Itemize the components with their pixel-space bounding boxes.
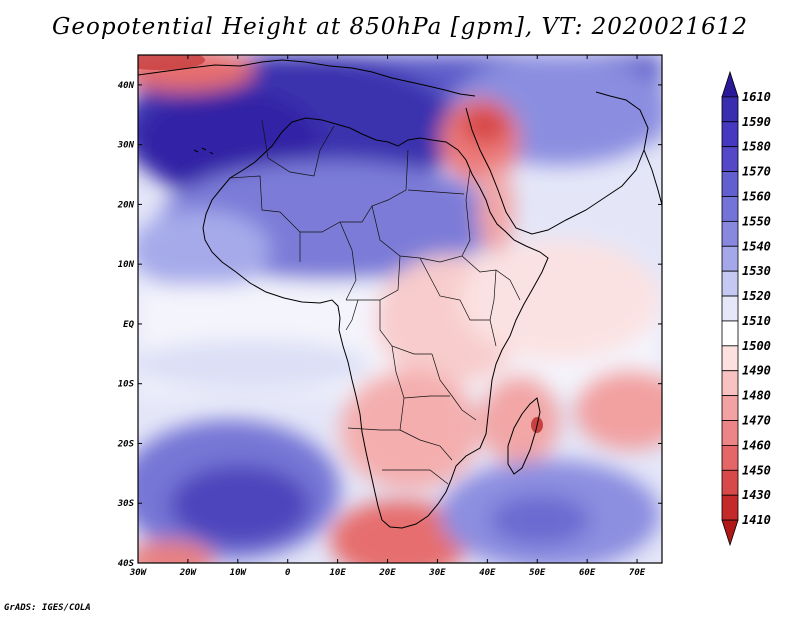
colorbar-label: 1590	[742, 115, 771, 129]
lat-tick-label: 10S	[118, 380, 135, 390]
colorbar-swatch	[721, 370, 739, 397]
lat-tick-label: 10N	[118, 260, 135, 270]
colorbar-label: 1500	[742, 339, 771, 353]
colorbar-swatch	[721, 494, 739, 521]
frame	[137, 54, 663, 564]
lon-tick-label: 60E	[579, 568, 596, 578]
lat-tick-label: 30N	[117, 141, 135, 151]
colorbar-label: 1540	[742, 239, 771, 253]
colorbar-swatch	[721, 270, 739, 297]
lat-tick-label: 20N	[117, 200, 135, 210]
coastlines	[138, 59, 662, 529]
colorbar-label: 1570	[742, 165, 771, 179]
lon-tick-label: 10E	[329, 568, 346, 578]
colorbar-label: 1450	[742, 463, 771, 477]
colorbar-swatch-bottom	[721, 519, 739, 547]
colorbar-swatch	[721, 345, 739, 372]
madagascar-coastline	[507, 397, 541, 475]
africa-coastline	[202, 117, 549, 529]
colorbar-label: 1470	[742, 414, 771, 428]
colorbar-swatch	[721, 220, 739, 247]
colorbar-label: 1560	[742, 189, 771, 203]
canary-islands	[193, 147, 214, 155]
colorbar-swatch	[721, 171, 739, 197]
colorbar-swatch	[721, 121, 739, 148]
colorbar-label: 1610	[742, 90, 771, 104]
lat-tick-label: 40N	[118, 81, 135, 91]
colorbar-label: 1460	[742, 438, 771, 452]
lat-tick-label: EQ	[123, 320, 134, 330]
lat-tick-label: 30S	[117, 499, 135, 509]
europe-coastline	[138, 59, 476, 97]
colorbar: 1610 1590 1580 1570 1560 1550 1540 1530 1520 1510…	[721, 70, 771, 547]
colorbar-label: 1580	[742, 140, 771, 154]
lon-tick-label: 30W	[129, 568, 148, 578]
colorbar-label: 1480	[742, 389, 771, 403]
longitude-axis: 30W 20W 10W 0 10E 20E 30E 40E 50E 60E 70E	[129, 55, 646, 578]
height-field	[138, 55, 662, 563]
colorbar-label: 1520	[742, 289, 771, 303]
colorbar-swatch	[721, 196, 739, 222]
colorbar-label: 1430	[742, 488, 771, 502]
colorbar-label: 1490	[742, 364, 771, 378]
colorbar-swatch	[721, 469, 739, 496]
lon-tick-label: 30E	[428, 568, 446, 578]
map-title: Geopotential Height at 850hPa [gpm], VT:…	[52, 14, 748, 40]
arabia-coastline	[465, 91, 649, 235]
lon-tick-label: 20W	[179, 568, 198, 578]
colorbar-swatch	[721, 395, 739, 421]
colorbar-swatch	[721, 320, 739, 347]
lat-tick-label: 40S	[118, 559, 135, 569]
colorbar-swatch	[721, 445, 739, 471]
colorbar-swatch	[721, 420, 739, 446]
colorbar-label: 1530	[742, 264, 771, 278]
lon-tick-label: 0	[285, 568, 291, 578]
lon-tick-label: 20E	[378, 568, 396, 578]
lon-tick-label: 70E	[629, 568, 646, 578]
colorbar-label: 1510	[742, 314, 771, 328]
lon-tick-label: 40E	[479, 568, 496, 578]
grads-credit: GrADS: IGES/COLA	[4, 603, 91, 613]
country-borders	[229, 119, 521, 485]
colorbar-swatch	[721, 295, 739, 322]
colorbar-label: 1410	[742, 513, 771, 527]
colorbar-swatch	[721, 146, 739, 172]
lon-tick-label: 10W	[230, 568, 248, 578]
colorbar-swatch-top	[721, 70, 739, 98]
india-coastline	[643, 149, 662, 206]
colorbar-label: 1550	[742, 214, 771, 228]
colorbar-swatch	[721, 245, 739, 272]
latitude-axis: 40N 30N 20N 10N EQ 10S 20S 30S 40S	[117, 81, 662, 569]
colorbar-swatch	[721, 96, 739, 123]
lon-tick-label: 50E	[529, 568, 546, 578]
lat-tick-label: 20S	[117, 439, 135, 449]
